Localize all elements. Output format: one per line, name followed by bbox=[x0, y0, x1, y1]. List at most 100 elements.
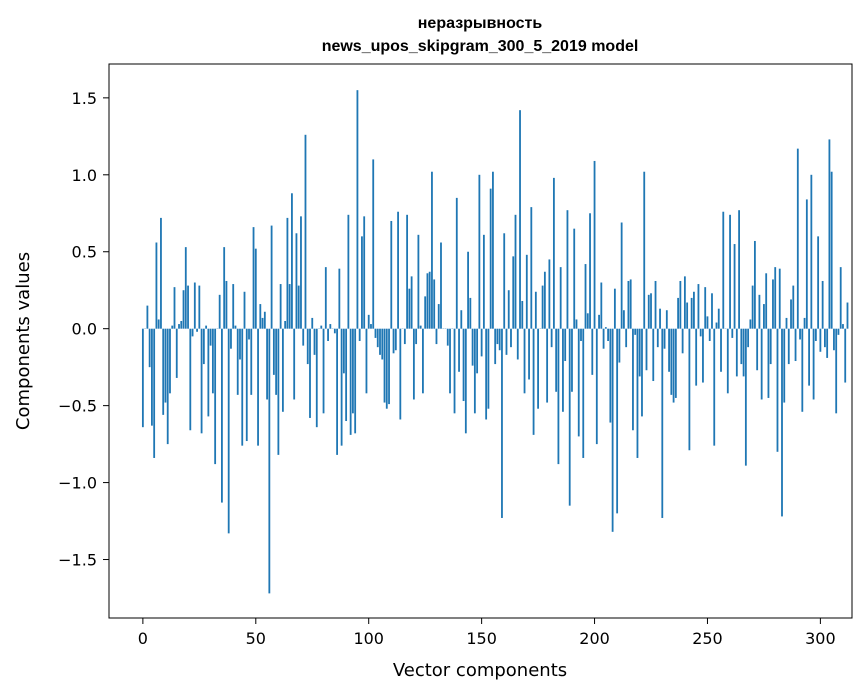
bar-247 bbox=[699, 328, 702, 337]
bar-284 bbox=[783, 328, 786, 403]
bar-195 bbox=[582, 328, 585, 458]
bar-245 bbox=[695, 328, 698, 386]
x-axis: 0 50 100 150 200 250 300 bbox=[138, 618, 836, 648]
bar-9 bbox=[162, 328, 165, 415]
bar-243 bbox=[690, 297, 693, 329]
bar-26 bbox=[200, 328, 203, 434]
bar-22 bbox=[191, 328, 194, 337]
bar-139 bbox=[455, 197, 458, 329]
bar-204 bbox=[602, 328, 605, 349]
bar-272 bbox=[756, 328, 759, 371]
bar-157 bbox=[496, 328, 499, 345]
bar-265 bbox=[740, 328, 743, 365]
bar-190 bbox=[571, 328, 573, 392]
bar-276 bbox=[765, 273, 768, 329]
bar-76 bbox=[313, 328, 316, 355]
bar-177 bbox=[541, 285, 544, 329]
bar-246 bbox=[697, 284, 700, 329]
bar-29 bbox=[207, 328, 210, 417]
bar-6 bbox=[155, 242, 158, 329]
bar-300 bbox=[819, 328, 822, 352]
bar-206 bbox=[607, 328, 609, 341]
bar-39 bbox=[230, 328, 232, 349]
bar-257 bbox=[722, 211, 725, 329]
bar-119 bbox=[410, 276, 413, 329]
bar-121 bbox=[415, 328, 418, 345]
bar-79 bbox=[320, 325, 323, 329]
bar-95 bbox=[356, 90, 359, 329]
bar-132 bbox=[440, 242, 442, 329]
bar-158 bbox=[498, 328, 501, 351]
bar-298 bbox=[814, 328, 817, 341]
bar-169 bbox=[523, 328, 526, 394]
bar-172 bbox=[530, 207, 533, 329]
bar-15 bbox=[175, 328, 178, 378]
bar-264 bbox=[738, 210, 740, 329]
bar-90 bbox=[345, 328, 348, 422]
bar-144 bbox=[467, 251, 469, 329]
bar-62 bbox=[281, 328, 284, 412]
y-axis-label: Components values bbox=[13, 252, 34, 430]
bar-10 bbox=[164, 328, 167, 403]
bar-44 bbox=[241, 328, 244, 446]
bar-303 bbox=[826, 328, 829, 358]
bar-250 bbox=[706, 316, 709, 329]
bar-222 bbox=[643, 171, 646, 329]
bar-205 bbox=[604, 327, 607, 329]
bar-196 bbox=[584, 264, 587, 329]
bar-289 bbox=[794, 328, 797, 362]
bar-20 bbox=[187, 285, 189, 329]
bar-308 bbox=[837, 328, 840, 335]
bar-27 bbox=[202, 328, 205, 365]
bar-213 bbox=[623, 310, 625, 329]
bar-123 bbox=[419, 325, 422, 329]
bar-194 bbox=[580, 328, 582, 341]
bar-267 bbox=[744, 328, 747, 466]
bar-193 bbox=[577, 328, 580, 437]
bar-173 bbox=[532, 328, 535, 435]
bar-304 bbox=[828, 139, 831, 329]
bar-61 bbox=[279, 284, 282, 329]
x-tick-label: 300 bbox=[805, 629, 836, 648]
bar-209 bbox=[613, 288, 616, 329]
bar-171 bbox=[528, 328, 530, 380]
y-tick-label: −1.0 bbox=[58, 474, 97, 493]
y-axis: −1.5 −1.0 −0.5 0.0 0.5 1.0 1.5 bbox=[58, 89, 109, 570]
bar-41 bbox=[234, 325, 237, 329]
bar-266 bbox=[742, 328, 745, 377]
bar-138 bbox=[453, 328, 456, 414]
bar-114 bbox=[399, 328, 402, 420]
bar-167 bbox=[519, 110, 521, 329]
bar-185 bbox=[559, 267, 562, 329]
bar-93 bbox=[352, 328, 354, 414]
bar-49 bbox=[252, 227, 255, 329]
bar-55 bbox=[266, 328, 268, 400]
bar-116 bbox=[403, 328, 406, 345]
bar-130 bbox=[435, 328, 438, 345]
bar-69 bbox=[297, 285, 300, 329]
bar-155 bbox=[492, 171, 494, 329]
bar-14 bbox=[173, 287, 176, 329]
bar-230 bbox=[661, 328, 664, 518]
bar-287 bbox=[790, 299, 792, 329]
bar-42 bbox=[236, 328, 239, 395]
bar-297 bbox=[812, 328, 815, 400]
bar-306 bbox=[833, 328, 835, 351]
bar-100 bbox=[367, 314, 370, 329]
bar-164 bbox=[512, 256, 515, 329]
x-tick-label: 250 bbox=[692, 629, 723, 648]
bar-281 bbox=[776, 328, 779, 452]
bar-148 bbox=[476, 328, 479, 374]
bar-108 bbox=[385, 328, 388, 409]
x-tick-label: 50 bbox=[246, 629, 266, 648]
bar-271 bbox=[753, 240, 756, 329]
bar-270 bbox=[751, 285, 754, 329]
bar-36 bbox=[223, 247, 226, 329]
bar-255 bbox=[717, 308, 720, 329]
y-tick-label: 0.0 bbox=[72, 320, 97, 339]
bar-170 bbox=[525, 254, 528, 329]
bar-128 bbox=[431, 171, 433, 329]
bar-285 bbox=[785, 317, 788, 329]
bar-74 bbox=[309, 328, 311, 418]
bar-239 bbox=[681, 328, 684, 354]
